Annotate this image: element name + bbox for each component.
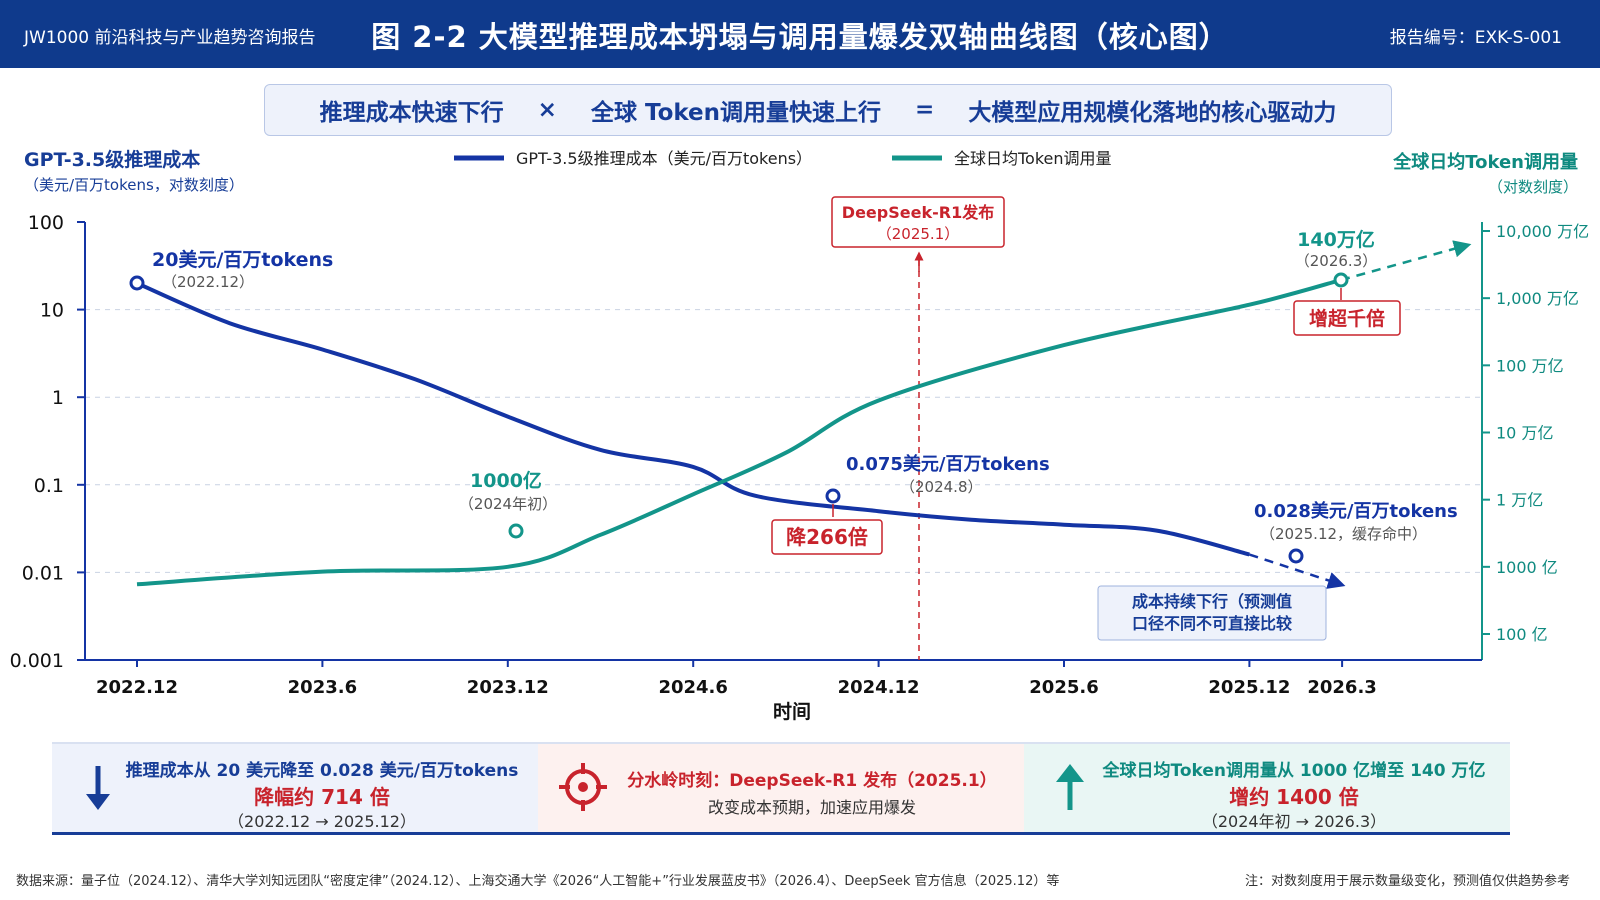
card-tokens-line2: 增约 1400 倍 bbox=[1229, 785, 1359, 809]
summary-card-cost: 推理成本从 20 美元降至 0.028 美元/百万tokens 降幅约 714 … bbox=[52, 744, 538, 832]
point-tokens-2024-start bbox=[508, 523, 524, 539]
org-name: JW1000 前沿科技与产业趋势咨询报告 bbox=[24, 28, 316, 48]
target-icon bbox=[559, 763, 607, 811]
card-tokens-line1: 全球日均Token调用量从 1000 亿增至 140 万亿 bbox=[1102, 761, 1486, 781]
point-cost-2022-12 bbox=[129, 275, 145, 291]
left-tick-label: 100 bbox=[28, 212, 64, 234]
banner-part1: 推理成本快速下行 bbox=[319, 100, 504, 126]
legend: GPT-3.5级推理成本（美元/百万tokens） 全球日均Token调用量 bbox=[454, 149, 1112, 168]
card-event-line2: 改变成本预期，加速应用爆发 bbox=[707, 798, 916, 817]
legend-label-cost: GPT-3.5级推理成本（美元/百万tokens） bbox=[516, 149, 812, 168]
card-cost-line1: 推理成本从 20 美元降至 0.028 美元/百万tokens bbox=[125, 761, 519, 781]
report-header: JW1000 前沿科技与产业趋势咨询报告 图 2-2 大模型推理成本坍塌与调用量… bbox=[0, 0, 1600, 68]
summary-card-tokens: 全球日均Token调用量从 1000 亿增至 140 万亿 增约 1400 倍 … bbox=[1024, 744, 1510, 832]
label-cost-start-date: （2022.12） bbox=[162, 273, 254, 291]
label-tokens-end-value: 140万亿 bbox=[1297, 228, 1375, 251]
x-tick-label: 2023.12 bbox=[467, 677, 549, 698]
left-tick-label: 0.01 bbox=[22, 562, 64, 584]
left-axis-subtitle: （美元/百万tokens，对数刻度） bbox=[24, 176, 244, 194]
formula-banner: 推理成本快速下行 × 全球 Token调用量快速上行 = 大模型应用规模化落地的… bbox=[264, 84, 1392, 136]
label-cost-end-value: 0.028美元/百万tokens bbox=[1254, 500, 1458, 522]
card-cost-line2: 降幅约 714 倍 bbox=[254, 785, 390, 809]
x-tick-labels: 2022.12 2023.6 2023.12 2024.6 2024.12 2025.6 2… bbox=[96, 660, 1377, 698]
banner-times: × bbox=[537, 97, 557, 123]
right-tick-label: 1000 亿 bbox=[1496, 558, 1558, 577]
legend-label-tokens: 全球日均Token调用量 bbox=[954, 149, 1112, 168]
label-tokens-start-date: （2024年初） bbox=[459, 495, 557, 513]
right-tick-label: 1,000 万亿 bbox=[1496, 289, 1579, 308]
event-callout: DeepSeek-R1发布 （2025.1） bbox=[831, 196, 1005, 248]
point-tokens-2026-3 bbox=[1333, 272, 1349, 288]
x-tick-label: 2025.6 bbox=[1029, 677, 1098, 698]
series-forecast-cost bbox=[1249, 553, 1346, 589]
chart-title: 图 2-2 大模型推理成本坍塌与调用量爆发双轴曲线图（核心图） bbox=[371, 20, 1229, 54]
x-tick-label: 2024.12 bbox=[838, 677, 920, 698]
footnote: 注：对数刻度用于展示数量级变化，预测值仅供趋势参考 bbox=[1244, 874, 1570, 889]
right-tick-labels: 10,000 万亿 1,000 万亿 100 万亿 10 万亿 1 万亿 1000 亿 10… bbox=[1482, 222, 1589, 644]
card-event-line1: 分水岭时刻：DeepSeek-R1 发布（2025.1） bbox=[627, 771, 997, 791]
label-tokens-start-value: 1000亿 bbox=[470, 469, 542, 492]
banner-equals: = bbox=[915, 97, 935, 123]
summary-strip: 推理成本从 20 美元降至 0.028 美元/百万tokens 降幅约 714 … bbox=[52, 742, 1510, 835]
right-tick-label: 100 万亿 bbox=[1496, 356, 1564, 375]
right-tick-label: 10 万亿 bbox=[1496, 424, 1553, 443]
left-tick-label: 0.1 bbox=[34, 475, 64, 497]
label-cost-start-value: 20美元/百万tokens bbox=[152, 248, 333, 271]
x-axis-label: 时间 bbox=[773, 701, 811, 723]
right-axis-subtitle: （对数刻度） bbox=[1488, 178, 1578, 196]
series-line-tokens bbox=[136, 278, 1342, 587]
rise-badge: 增超千倍 bbox=[1293, 300, 1401, 336]
rise-badge-text: 增超千倍 bbox=[1309, 307, 1385, 330]
right-tick-label: 10,000 万亿 bbox=[1496, 222, 1589, 241]
left-axis-title: GPT-3.5级推理成本 bbox=[24, 148, 200, 171]
event-date: （2025.1） bbox=[877, 225, 960, 243]
x-tick-label: 2024.6 bbox=[658, 677, 727, 698]
data-source: 数据来源：量子位（2024.12）、清华大学刘知远团队“密度定律”（2024.1… bbox=[16, 874, 1060, 889]
left-tick-label: 0.001 bbox=[10, 650, 64, 672]
label-cost-mid-date: （2024.8） bbox=[900, 478, 983, 496]
left-tick-label: 10 bbox=[40, 300, 64, 322]
x-tick-label: 2023.6 bbox=[288, 677, 357, 698]
forecast-note-line1: 成本持续下行（预测值 bbox=[1132, 592, 1292, 611]
drop-badge: 降266倍 bbox=[771, 519, 883, 555]
right-axis-title: 全球日均Token调用量 bbox=[1392, 151, 1578, 173]
banner-part2: 全球 Token调用量快速上行 bbox=[590, 100, 882, 126]
left-tick-labels: 100 10 1 0.1 0.01 0.001 bbox=[10, 212, 85, 672]
dual-axis-chart: GPT-3.5级推理成本 （美元/百万tokens，对数刻度） 全球日均Toke… bbox=[10, 148, 1589, 723]
forecast-note-line2: 口径不同不可直接比较 bbox=[1132, 614, 1292, 633]
series-line-cost bbox=[136, 281, 1250, 557]
label-tokens-end-date: （2026.3） bbox=[1295, 252, 1378, 270]
x-tick-label: 2025.12 bbox=[1208, 677, 1290, 698]
report-code: 报告编号：EXK-S-001 bbox=[1389, 28, 1562, 48]
label-cost-mid-value: 0.075美元/百万tokens bbox=[846, 453, 1050, 475]
summary-card-event: 分水岭时刻：DeepSeek-R1 发布（2025.1） 改变成本预期，加速应用… bbox=[538, 744, 1024, 832]
point-cost-2024-8 bbox=[825, 488, 841, 504]
x-tick-label: 2022.12 bbox=[96, 677, 178, 698]
arrow-up-icon bbox=[1056, 764, 1084, 810]
series-forecast-tokens bbox=[1340, 240, 1472, 282]
event-title: DeepSeek-R1发布 bbox=[842, 203, 994, 222]
right-tick-label: 100 亿 bbox=[1496, 625, 1548, 644]
point-cost-2025-12 bbox=[1288, 548, 1304, 564]
forecast-note: 成本持续下行（预测值 口径不同不可直接比较 bbox=[1097, 585, 1327, 641]
label-cost-end-date: （2025.12，缓存命中） bbox=[1260, 525, 1427, 543]
card-tokens-line3: （2024年初 → 2026.3） bbox=[1201, 812, 1387, 831]
x-tick-label: 2026.3 bbox=[1307, 677, 1376, 698]
left-tick-label: 1 bbox=[52, 387, 64, 409]
arrow-down-icon bbox=[86, 766, 110, 810]
card-cost-line3: （2022.12 → 2025.12） bbox=[228, 812, 416, 831]
right-tick-label: 1 万亿 bbox=[1496, 491, 1543, 510]
drop-badge-text: 降266倍 bbox=[786, 525, 868, 549]
banner-part3: 大模型应用规模化落地的核心驱动力 bbox=[968, 100, 1337, 126]
